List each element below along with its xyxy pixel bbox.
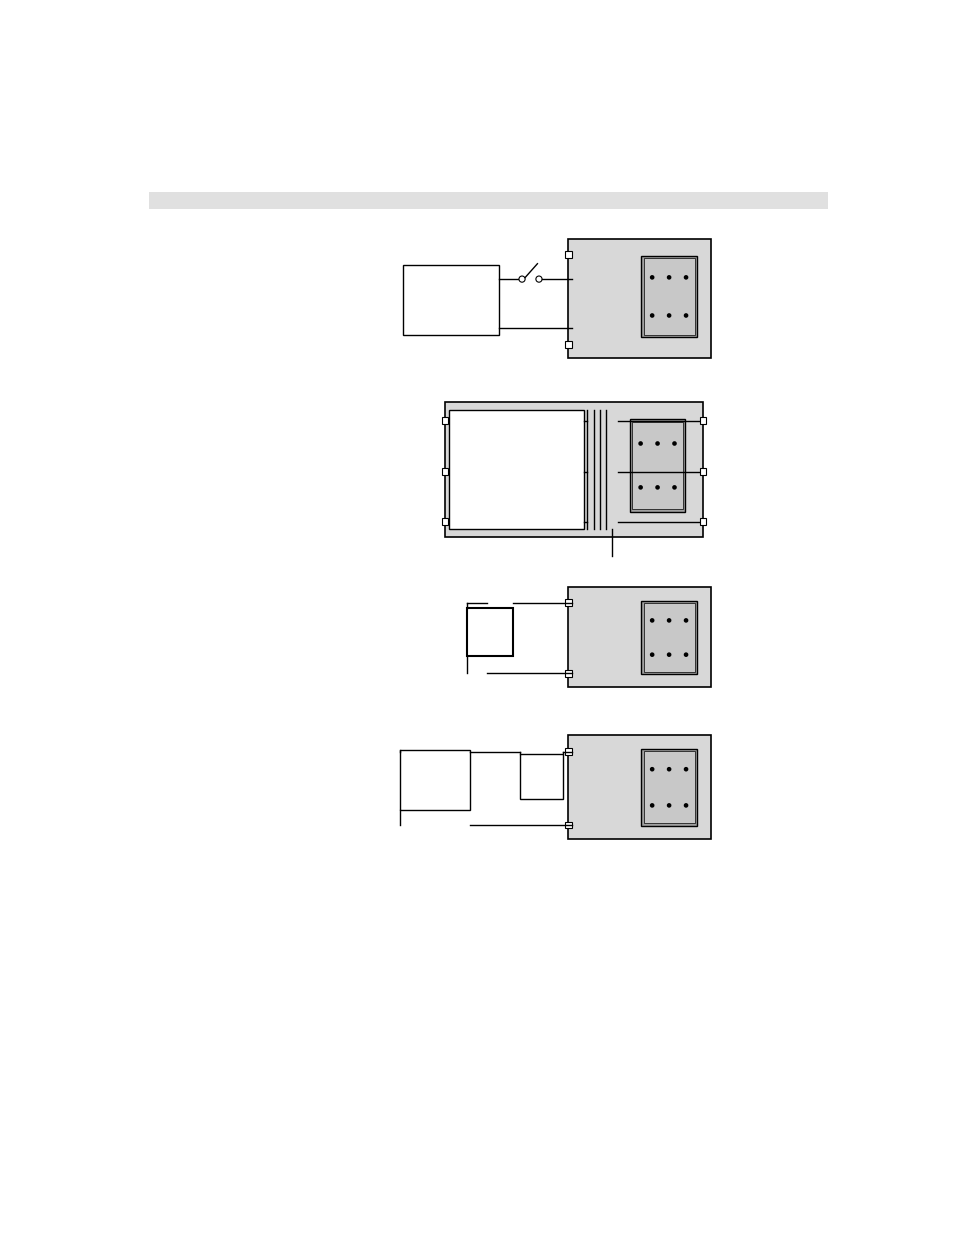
Circle shape	[666, 275, 671, 279]
Circle shape	[666, 618, 671, 622]
Circle shape	[666, 652, 671, 657]
Bar	[400, 751, 469, 810]
Circle shape	[649, 652, 654, 657]
Bar	[564, 599, 571, 606]
Circle shape	[638, 485, 642, 490]
Bar	[568, 587, 710, 687]
Bar	[441, 468, 448, 475]
Bar	[699, 417, 706, 425]
Bar	[520, 755, 562, 799]
Circle shape	[649, 275, 654, 279]
Circle shape	[683, 767, 688, 772]
Bar	[564, 669, 571, 677]
Bar	[699, 519, 706, 525]
Bar	[564, 748, 571, 756]
Circle shape	[655, 485, 659, 490]
Circle shape	[638, 441, 642, 446]
Bar	[699, 468, 706, 475]
Circle shape	[536, 275, 541, 282]
Circle shape	[518, 275, 524, 282]
Bar	[564, 821, 571, 829]
Bar	[629, 419, 684, 511]
Bar	[564, 341, 571, 348]
Bar	[466, 608, 513, 656]
Bar	[643, 603, 694, 672]
Bar	[568, 240, 710, 358]
Circle shape	[649, 618, 654, 622]
Circle shape	[666, 767, 671, 772]
Bar	[643, 258, 694, 335]
Circle shape	[683, 314, 688, 317]
Bar	[150, 193, 827, 209]
Circle shape	[655, 441, 659, 446]
Circle shape	[649, 767, 654, 772]
Bar	[632, 421, 682, 509]
Bar	[444, 403, 702, 537]
Bar	[568, 735, 710, 839]
Bar	[449, 410, 583, 530]
Bar	[402, 266, 498, 335]
Circle shape	[683, 275, 688, 279]
Circle shape	[672, 485, 676, 490]
Bar	[640, 601, 696, 674]
Bar	[441, 519, 448, 525]
Circle shape	[683, 803, 688, 808]
Circle shape	[666, 803, 671, 808]
Bar	[640, 748, 696, 826]
Circle shape	[672, 441, 676, 446]
Circle shape	[649, 314, 654, 317]
Bar	[441, 417, 448, 425]
Circle shape	[649, 803, 654, 808]
Bar	[564, 251, 571, 258]
Bar	[640, 256, 696, 337]
Circle shape	[683, 618, 688, 622]
Circle shape	[683, 652, 688, 657]
Bar	[643, 751, 694, 824]
Circle shape	[666, 314, 671, 317]
